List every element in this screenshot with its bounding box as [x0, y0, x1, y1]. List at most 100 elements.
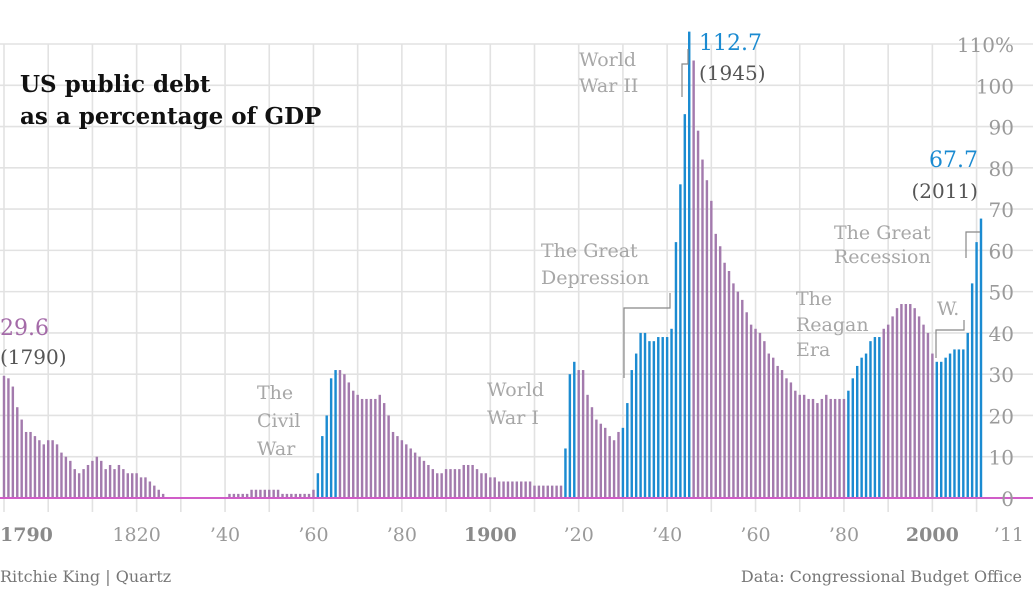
bar-1893 — [458, 469, 461, 498]
bar-1882 — [409, 448, 412, 498]
bar-2002 — [940, 361, 943, 498]
bar-1811 — [95, 456, 99, 498]
bar-1850 — [268, 489, 271, 498]
bar-1915 — [555, 485, 558, 498]
bar-1858 — [303, 493, 306, 498]
bar-1807 — [77, 473, 81, 498]
x-tick-label: 1900 — [464, 524, 517, 546]
bar-1942 — [674, 242, 678, 498]
bar-1961 — [758, 332, 762, 498]
x-tick-label: 1790 — [0, 524, 53, 546]
bar-2001 — [935, 361, 939, 498]
bar-1820 — [135, 473, 138, 498]
bar-1844 — [241, 493, 244, 498]
bar-1818 — [126, 473, 129, 498]
bar-1906 — [515, 481, 519, 498]
bar-1919 — [573, 361, 576, 498]
bar-1938 — [657, 337, 660, 498]
bar-1794 — [20, 419, 23, 498]
bar-1821 — [139, 477, 143, 498]
bar-1929 — [617, 431, 620, 498]
bar-1899 — [484, 473, 488, 498]
x-tick-label: ’80 — [829, 524, 859, 546]
bar-1869 — [352, 390, 355, 498]
bar-1963 — [767, 353, 771, 498]
bar-1848 — [259, 489, 262, 498]
bar-2005 — [953, 349, 956, 498]
bar-2006 — [957, 349, 961, 498]
y-tick-label: 40 — [989, 322, 1014, 346]
civil-war-label-1: The — [257, 382, 293, 404]
bar-1943 — [679, 184, 682, 498]
x-tick-label: ’11 — [994, 524, 1024, 546]
bar-1896 — [471, 464, 474, 498]
bars-layer — [2, 31, 983, 499]
reagan-label-3: Era — [796, 339, 830, 361]
bar-1946 — [692, 60, 695, 498]
bar-1991 — [891, 316, 894, 498]
depression-label-1: The Great — [541, 240, 638, 262]
bar-1904 — [506, 481, 510, 498]
bar-1969 — [794, 390, 797, 498]
y-tick-label: 110% — [957, 33, 1014, 57]
bar-1879 — [396, 436, 399, 498]
bar-1917 — [564, 448, 567, 498]
bar-1903 — [502, 481, 505, 498]
bar-1824 — [153, 485, 156, 498]
bar-1918 — [568, 374, 572, 498]
bar-1927 — [608, 436, 611, 498]
bar-1861 — [316, 473, 320, 498]
bar-1973 — [811, 398, 815, 498]
bar-1913 — [546, 485, 549, 498]
recession-bracket — [965, 231, 980, 258]
ww2-bracket — [681, 49, 689, 97]
depression-bracket — [623, 293, 671, 378]
bar-2010 — [975, 242, 978, 498]
bar-1856 — [294, 493, 297, 498]
bar-1866 — [338, 370, 342, 498]
bar-1977 — [829, 398, 832, 498]
bar-1847 — [254, 489, 258, 498]
ww1-label-1: World — [487, 379, 544, 401]
bar-1793 — [16, 407, 19, 498]
bar-1905 — [511, 481, 514, 498]
bar-2008 — [966, 332, 969, 498]
bar-1987 — [873, 337, 877, 498]
bar-1948 — [701, 159, 704, 498]
bar-1809 — [86, 464, 90, 498]
x-tick-label: 2000 — [906, 524, 959, 546]
bar-1799 — [42, 444, 45, 498]
bar-1892 — [453, 469, 457, 498]
y-axis-labels: 0 10 20 30 40 50 60 70 80 90 100 110% — [957, 33, 1014, 511]
reagan-label-2: Reagan — [796, 314, 869, 336]
bar-1962 — [763, 341, 766, 498]
x-tick-label: 1820 — [112, 524, 160, 546]
w-bracket — [935, 320, 965, 358]
bar-2004 — [948, 353, 952, 498]
bar-1901 — [493, 477, 496, 498]
bar-1965 — [776, 365, 779, 498]
bar-1921 — [581, 370, 585, 498]
bar-1888 — [436, 473, 439, 498]
bar-1872 — [365, 398, 368, 498]
bar-1845 — [245, 493, 249, 498]
bar-1952 — [718, 246, 722, 498]
bar-1816 — [117, 464, 121, 498]
bar-1975 — [820, 398, 824, 498]
bar-1875 — [378, 394, 381, 498]
data-credit: Data: Congressional Budget Office — [741, 567, 1022, 586]
bar-1812 — [100, 460, 103, 498]
bar-1941 — [670, 328, 673, 498]
bar-1916 — [559, 485, 563, 498]
bar-1842 — [232, 493, 236, 498]
bar-1976 — [825, 394, 828, 498]
bar-1936 — [648, 341, 651, 498]
bar-1953 — [723, 262, 726, 498]
bar-1912 — [542, 485, 545, 498]
bar-1822 — [144, 477, 147, 498]
depression-label-2: Depression — [541, 267, 649, 289]
bar-1911 — [537, 485, 541, 498]
bar-1860 — [312, 489, 315, 498]
bar-1930 — [621, 427, 625, 498]
bar-1998 — [922, 324, 925, 498]
